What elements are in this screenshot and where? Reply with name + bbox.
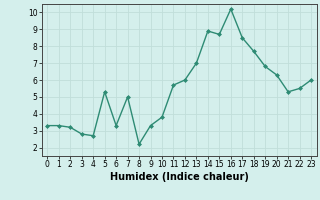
X-axis label: Humidex (Indice chaleur): Humidex (Indice chaleur) bbox=[110, 172, 249, 182]
